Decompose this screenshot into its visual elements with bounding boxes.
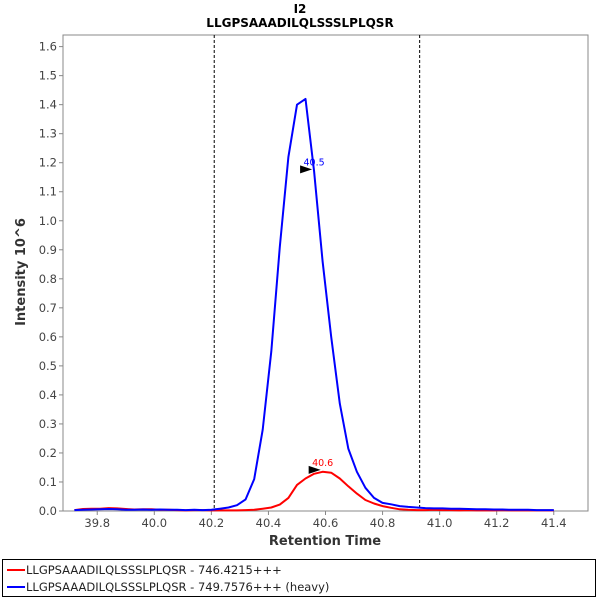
y-tick-label: 0.1 [39, 475, 57, 489]
x-tick-label: 41.0 [427, 516, 453, 530]
y-tick-label: 0.2 [39, 446, 57, 460]
y-tick-label: 0.9 [39, 243, 57, 257]
y-tick-label: 1.1 [39, 185, 57, 199]
y-axis-label: Intensity 10^6 [14, 218, 29, 326]
legend-label-light: LLGPSAAADILQLSSSLPLQSR - 746.4215+++ [26, 563, 282, 577]
x-tick-label: 40.2 [199, 516, 225, 530]
legend-item-heavy: LLGPSAAADILQLSSSLPLQSR - 749.7576+++ (he… [7, 579, 329, 595]
x-tick-label: 40.6 [313, 516, 339, 530]
series-line-1 [74, 97, 554, 512]
x-tick-label: 40.0 [141, 516, 167, 530]
legend-label-heavy: LLGPSAAADILQLSSSLPLQSR - 749.7576+++ (he… [26, 580, 330, 594]
y-tick-label: 1.0 [39, 214, 57, 228]
y-tick-label: 0.5 [39, 359, 57, 373]
y-tick-label: 1.5 [39, 69, 57, 83]
plot-area: 0.0 0.1 0.2 0.3 0.4 0.5 0.6 0.7 0.8 0.9 1.0 1.1 1.2 1… [39, 34, 589, 530]
plot-frame [62, 34, 589, 512]
y-tick-label: 0.0 [39, 504, 57, 518]
y-tick-label: 0.6 [39, 330, 57, 344]
y-tick-label: 0.3 [39, 417, 57, 431]
peak-label-1: 40.5 [304, 157, 325, 168]
y-tick-label: 1.2 [39, 156, 57, 170]
legend: LLGPSAAADILQLSSSLPLQSR - 746.4215+++ LLG… [2, 559, 596, 597]
peak-marker-0 [308, 465, 321, 474]
chart-title: I2 [294, 2, 307, 16]
x-tick-label: 41.4 [541, 516, 567, 530]
chart-subtitle: LLGPSAAADILQLSSSLPLQSR [206, 16, 393, 30]
x-tick-label: 40.4 [256, 516, 282, 530]
y-tick-label: 1.6 [39, 40, 57, 54]
legend-swatch-blue [7, 586, 25, 588]
peak-marker-1 [300, 165, 313, 174]
legend-swatch-red [7, 569, 25, 571]
y-tick-label: 1.3 [39, 127, 57, 141]
x-tick-label: 41.2 [484, 516, 510, 530]
y-tick-label: 0.7 [39, 301, 57, 315]
x-axis-label: Retention Time [269, 534, 381, 549]
x-tick-label: 39.8 [84, 516, 110, 530]
y-tick-label: 0.8 [39, 272, 57, 286]
y-tick-label: 0.4 [39, 388, 57, 402]
y-tick-label: 1.4 [39, 98, 57, 112]
peak-label-0: 40.6 [312, 458, 333, 469]
legend-item-light: LLGPSAAADILQLSSSLPLQSR - 746.4215+++ [7, 562, 282, 578]
x-tick-label: 40.8 [370, 516, 396, 530]
